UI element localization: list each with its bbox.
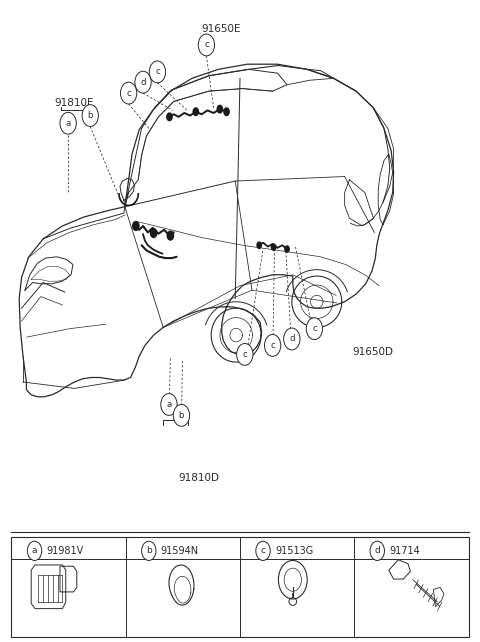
Circle shape [166,112,173,121]
Circle shape [60,112,76,134]
Circle shape [284,328,300,350]
Circle shape [370,541,384,560]
Text: d: d [374,546,380,555]
Text: c: c [155,67,160,76]
Circle shape [150,228,157,238]
Text: 91650E: 91650E [201,24,240,34]
Circle shape [256,541,270,560]
Circle shape [135,71,151,93]
Text: b: b [87,111,93,120]
Text: b: b [179,411,184,420]
Text: a: a [167,400,171,409]
Circle shape [120,82,137,104]
Circle shape [223,107,230,116]
Text: c: c [242,350,247,359]
Text: c: c [126,89,131,98]
Text: c: c [261,546,265,555]
Bar [11,537,469,637]
Text: 91981V: 91981V [47,546,84,556]
Text: 91810D: 91810D [179,473,220,483]
Circle shape [237,343,253,365]
Text: 91650D: 91650D [353,347,394,357]
Circle shape [216,105,223,114]
Circle shape [192,107,199,116]
Text: a: a [66,119,71,128]
Circle shape [82,105,98,126]
Text: d: d [289,334,295,343]
Circle shape [167,230,174,241]
Circle shape [142,541,156,560]
Text: c: c [204,40,209,49]
Text: 91714: 91714 [389,546,420,556]
Text: c: c [312,324,317,333]
Text: c: c [270,341,275,350]
Circle shape [256,241,262,249]
Text: d: d [140,78,146,87]
Text: 91594N: 91594N [161,546,199,556]
Text: 91513G: 91513G [275,546,313,556]
Text: b: b [146,546,152,555]
Circle shape [284,245,290,253]
Circle shape [161,394,177,415]
Circle shape [264,334,281,356]
Circle shape [132,221,140,231]
Circle shape [198,34,215,56]
Circle shape [149,61,166,83]
Circle shape [306,318,323,340]
Text: a: a [32,546,37,555]
Text: 91810E: 91810E [55,98,94,108]
Circle shape [173,404,190,426]
Circle shape [271,243,276,251]
Circle shape [27,541,42,560]
